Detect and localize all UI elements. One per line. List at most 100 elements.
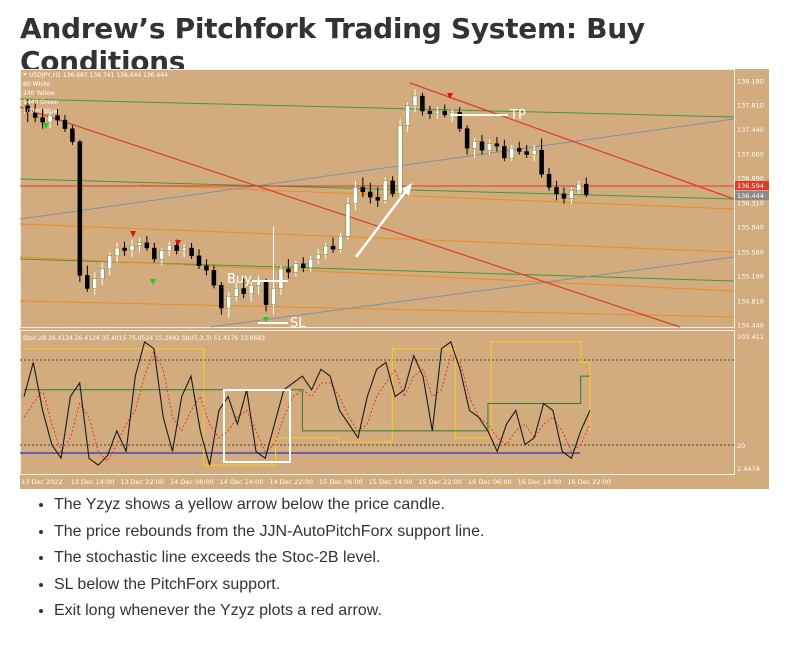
candle-body	[196, 255, 202, 266]
tp-label: TP	[509, 108, 526, 123]
candle-body	[524, 151, 529, 155]
candle-body	[263, 281, 269, 305]
candle-body	[382, 180, 388, 201]
signal-arrows	[43, 93, 453, 323]
symbol-header: USDJPY,H1 136.687 136.741 136.444 136.44…	[29, 72, 168, 79]
price-tick-label: 137.440	[737, 126, 764, 134]
green-trendline-mid	[20, 178, 735, 200]
time-tick-label: 16 Dec 22:00	[567, 478, 611, 486]
orange-trendline-2	[20, 256, 735, 292]
buy-arrow-icon	[263, 317, 269, 323]
candle-body	[211, 269, 217, 286]
highlight-box	[223, 389, 291, 463]
time-tick-label: 16 Dec 06:00	[468, 478, 512, 486]
price-tick-label: 134.810	[737, 297, 764, 305]
candle-body	[494, 143, 500, 147]
time-tick-label: 13 Dec 22:00	[120, 478, 164, 486]
candle-body	[353, 187, 358, 204]
chart-background	[20, 69, 769, 489]
candle-body	[308, 258, 313, 268]
candle-body	[40, 117, 45, 123]
price-tick-label: 138.180	[737, 78, 764, 86]
candle-body	[584, 183, 589, 195]
candles-layer	[25, 89, 589, 318]
candle-body	[226, 296, 232, 309]
candle-body	[375, 196, 380, 201]
stoch-yellow-line	[24, 341, 591, 466]
candle-body	[278, 268, 284, 289]
candle-body	[368, 191, 373, 198]
price-tick-label: 134.440	[737, 322, 764, 330]
current-price-badge	[735, 181, 769, 190]
candle-body	[479, 141, 485, 151]
candle-body	[472, 141, 477, 149]
red-pitchfork-line-2	[409, 82, 735, 200]
rebound-arrow-icon	[402, 183, 412, 196]
trade-annotations: TP Buy SL	[227, 108, 526, 331]
candle-body	[457, 112, 462, 129]
candle-body	[412, 95, 418, 106]
candle-body	[338, 236, 343, 250]
rebound-arrow-shaft	[355, 190, 407, 258]
buy-arrow-icon	[43, 123, 49, 129]
candle-body	[92, 278, 97, 289]
candle-body	[166, 245, 172, 251]
candle-body	[152, 247, 157, 260]
time-tick-label: 14 Dec 06:00	[170, 478, 214, 486]
symbol-dropdown-icon[interactable]	[23, 73, 27, 76]
blue-trendline-1	[20, 118, 735, 220]
legend-line: 240 Yellow	[23, 90, 55, 97]
current-price-label: 136.594	[737, 182, 764, 190]
secondary-price-badge	[735, 191, 769, 200]
candle-body	[420, 95, 425, 112]
stoch-green-line	[24, 375, 590, 432]
candle-body	[234, 288, 239, 297]
candle-body	[546, 174, 552, 188]
price-pane-frame	[20, 69, 735, 328]
candle-body	[390, 180, 395, 195]
time-tick-label: 15 Dec 14:00	[369, 478, 413, 486]
orange-trendline-3	[20, 300, 735, 318]
candle-body	[509, 147, 515, 159]
price-chart[interactable]: TP Buy SL USDJPY,H1 136.687 136.741 136.…	[20, 69, 769, 489]
candle-body	[256, 281, 261, 286]
candle-body	[174, 245, 179, 251]
time-tick-label: 14 Dec 14:00	[220, 478, 264, 486]
candle-body	[47, 115, 53, 123]
candle-body	[301, 263, 306, 268]
candle-body	[219, 285, 224, 309]
sl-label: SL	[290, 316, 306, 331]
list-item: Exit long whenever the Yzyz plots a red …	[54, 598, 791, 625]
candle-body	[397, 125, 403, 195]
candle-body	[539, 149, 544, 175]
legend-line: 60 White	[23, 81, 50, 88]
orange-trendline-1	[20, 223, 735, 253]
stoch-signal-line	[23, 350, 591, 462]
candle-body	[85, 275, 90, 289]
sell-arrow-icon	[130, 231, 136, 237]
chart-panel[interactable]: TP Buy SL USDJPY,H1 136.687 136.741 136.…	[20, 69, 769, 489]
buy-label: Buy	[227, 272, 252, 287]
secondary-price-label: 136.444	[737, 192, 764, 200]
candle-body	[427, 110, 433, 114]
sell-arrow-icon	[447, 93, 453, 99]
candle-body	[561, 193, 567, 199]
stoch-mid-label: 20	[737, 442, 745, 450]
legend-line: 10080 Blue	[23, 108, 58, 115]
green-trendline-upper	[20, 98, 735, 118]
price-tick-label: 137.060	[737, 151, 764, 159]
candle-body	[531, 149, 537, 155]
candle-body	[330, 245, 336, 250]
candle-body	[293, 263, 299, 273]
candle-body	[435, 110, 440, 114]
candle-body	[569, 190, 574, 199]
candle-body	[248, 285, 254, 294]
price-tick-label: 135.940	[737, 224, 764, 232]
sell-arrow-icon	[175, 240, 181, 246]
candle-body	[99, 268, 105, 279]
time-tick-label: 14 Dec 22:00	[269, 478, 313, 486]
time-tick-label: 13 Dec 2022	[21, 478, 63, 486]
stochastic-lines	[23, 340, 591, 466]
candle-body	[159, 250, 165, 260]
candle-body	[189, 247, 194, 257]
